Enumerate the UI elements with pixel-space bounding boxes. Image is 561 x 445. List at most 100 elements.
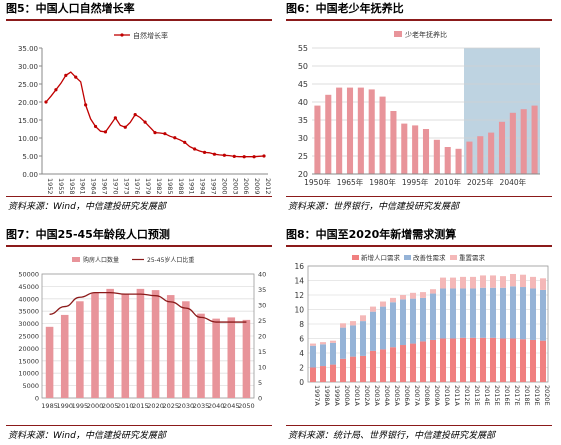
data-point (123, 125, 127, 129)
x-tick-label: 2020 (147, 402, 164, 410)
stacked-bar-segment (320, 366, 326, 382)
stacked-bar-segment (490, 275, 496, 288)
bar (227, 317, 236, 398)
y-tick-label: 50 (298, 62, 308, 71)
stacked-bar-segment (510, 273, 516, 287)
chart-1-title: 图5：中国人口自然增长率 (6, 2, 135, 15)
stacked-bar-segment (360, 321, 366, 356)
bar (121, 293, 130, 398)
x-tick-label: 1982 (155, 178, 163, 194)
data-point (242, 155, 246, 159)
data-point (262, 154, 266, 158)
x-tick-label: 2010 (117, 402, 134, 410)
x-tick-label: 2010A (443, 385, 451, 407)
x-tick-label: 2012 (264, 178, 272, 194)
stacked-bar-segment (380, 301, 386, 307)
x-tick-label: 2001A (353, 385, 361, 407)
stacked-bar-segment (330, 342, 336, 365)
x-tick-label: 2016E (503, 385, 511, 406)
x-tick-label: 1964 (90, 178, 98, 194)
title-rule (6, 19, 272, 21)
data-point (54, 88, 58, 92)
bar (166, 295, 175, 398)
stacked-bar-segment (360, 315, 366, 322)
series-line-natural-growth (45, 71, 265, 158)
stacked-bar-segment (330, 340, 336, 343)
title-rule (6, 245, 272, 247)
bar (531, 105, 538, 174)
x-tick-label: 2006A (403, 385, 411, 407)
y-tick-label: 14 (294, 277, 304, 286)
title-rule (286, 19, 552, 21)
stacked-bar-segment (460, 337, 466, 382)
stacked-bar-segment (540, 289, 546, 341)
stacked-bar-segment (390, 297, 396, 303)
stacked-bar-segment (500, 287, 506, 339)
y-tick-label: 30.00 (18, 63, 38, 71)
x-tick-label: 2009 (253, 178, 261, 194)
x-tick-label: 1973 (122, 178, 130, 194)
y-tick-label: 8 (299, 320, 304, 329)
x-tick-label: 2011A (453, 385, 461, 407)
x-tick-label: 1967 (101, 178, 109, 194)
x-tick-label: 1961 (79, 178, 87, 194)
x-tick-label: 1997A (313, 385, 321, 407)
stacked-bar-segment (370, 311, 376, 351)
x-tick-label: 1950年 (304, 177, 331, 187)
bar (336, 87, 343, 174)
legend-label: 改善性需求 (413, 253, 446, 262)
x-tick-label: 2050 (238, 402, 255, 410)
legend-label: 购房人口数量 (83, 256, 119, 264)
stacked-bar-segment (370, 306, 376, 312)
y-right-tick-label: 30 (258, 302, 266, 310)
stacked-bar-segment (340, 358, 346, 382)
x-tick-label: 2000A (343, 385, 351, 407)
y-tick-label: 20 (298, 170, 308, 179)
stacked-bar-segment (310, 345, 316, 368)
stacked-bar-segment (370, 350, 376, 382)
x-tick-label: 2003A (373, 385, 381, 407)
x-tick-label: 1997 (210, 178, 218, 194)
stacked-bar-segment (350, 325, 356, 357)
stacked-bar-segment (480, 287, 486, 338)
stacked-bar-segment (500, 338, 506, 382)
y-right-tick-label: 20 (258, 333, 266, 341)
x-tick-label: 2008A (423, 385, 431, 407)
chart-panel-4: 图8：中国至2020年新增需求测算 0 2 4 6 8 10 12 14 16 1997A 1998… (286, 226, 556, 441)
stacked-bar-segment (520, 274, 526, 288)
x-tick-label: 2002A (363, 385, 371, 407)
bar (106, 288, 114, 398)
source-rule (286, 425, 552, 426)
x-tick-label: 2000 (87, 402, 104, 410)
y-left-tick-label: 15000 (18, 357, 39, 365)
data-point (84, 103, 88, 107)
stacked-bar-segment (480, 337, 486, 382)
stacked-bar-segment (340, 323, 346, 328)
stacked-bar-segment (440, 277, 446, 289)
series-line-age-share (49, 291, 247, 323)
bar (314, 105, 321, 174)
bar (455, 148, 462, 174)
x-tick-label: 2045 (223, 402, 240, 410)
x-tick-label: 2017E (513, 385, 521, 406)
legend-swatch (450, 255, 457, 260)
stacked-bar-segment (420, 292, 426, 298)
x-tick-label: 1991 (188, 178, 196, 194)
bar (390, 111, 397, 174)
data-point (183, 140, 187, 144)
y-left-tick-label: 35000 (18, 308, 39, 316)
y-right-tick-label: 0 (258, 395, 262, 403)
data-point (202, 150, 207, 154)
y-tick-label: 5.00 (22, 153, 38, 161)
bar (151, 290, 160, 398)
stacked-bar-segment (390, 347, 396, 382)
stacked-bar-segment (450, 338, 456, 382)
y-tick-label: 2 (299, 364, 304, 373)
x-tick-label: 2040 (208, 402, 225, 410)
x-tick-label: 2035 (193, 402, 210, 410)
chart-2-title: 图6：中国老少年抚养比 (286, 2, 404, 15)
source-rule (6, 196, 272, 197)
y-tick-label: 16 (294, 262, 304, 271)
y-tick-label: 0 (299, 378, 304, 387)
data-point (232, 154, 236, 158)
